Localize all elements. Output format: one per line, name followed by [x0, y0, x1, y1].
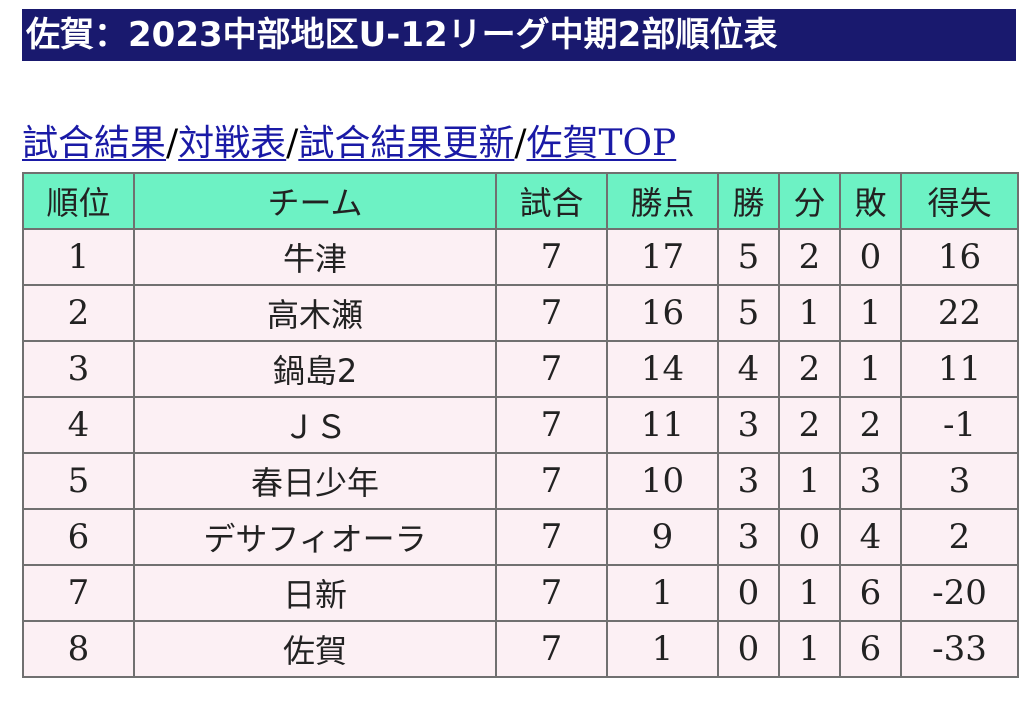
rank-cell: 4: [22, 396, 135, 454]
team-cell: ＪＳ: [133, 396, 497, 454]
table-row: 7 日新 7 1 0 1 6 -20: [22, 564, 1019, 622]
header-goal-diff: 得失: [900, 172, 1019, 230]
wins-cell: 3: [717, 452, 780, 510]
games-cell: 7: [495, 452, 608, 510]
games-cell: 7: [495, 228, 608, 286]
losses-cell: 1: [839, 284, 902, 342]
draws-cell: 1: [778, 284, 841, 342]
rank-cell: 8: [22, 620, 135, 678]
wins-cell: 5: [717, 284, 780, 342]
table-row: 1 牛津 7 17 5 2 0 16: [22, 228, 1019, 286]
rank-cell: 7: [22, 564, 135, 622]
table-row: 6 デサフィオーラ 7 9 3 0 4 2: [22, 508, 1019, 566]
games-cell: 7: [495, 564, 608, 622]
rank-cell: 1: [22, 228, 135, 286]
draws-cell: 2: [778, 228, 841, 286]
table-row: 2 高木瀬 7 16 5 1 1 22: [22, 284, 1019, 342]
nav-separator: /: [286, 123, 299, 164]
points-cell: 14: [606, 340, 719, 398]
losses-cell: 4: [839, 508, 902, 566]
points-cell: 1: [606, 564, 719, 622]
rank-cell: 6: [22, 508, 135, 566]
draws-cell: 0: [778, 508, 841, 566]
games-cell: 7: [495, 508, 608, 566]
losses-cell: 0: [839, 228, 902, 286]
games-cell: 7: [495, 284, 608, 342]
header-games: 試合: [495, 172, 608, 230]
table-row: 8 佐賀 7 1 0 1 6 -33: [22, 620, 1019, 678]
standings-body: 1 牛津 7 17 5 2 0 16 2 高木瀬 7 16 5 1 1 22 3 鍋島2 7 14 4 2 1 11 4 ＪＳ 7 1…: [22, 228, 1019, 678]
draws-cell: 1: [778, 452, 841, 510]
wins-cell: 4: [717, 340, 780, 398]
rank-cell: 3: [22, 340, 135, 398]
wins-cell: 0: [717, 564, 780, 622]
goal-diff-cell: -20: [900, 564, 1019, 622]
goal-diff-cell: -33: [900, 620, 1019, 678]
points-cell: 9: [606, 508, 719, 566]
page-title: 佐賀：2023中部地区U-12リーグ中期2部順位表: [22, 9, 1016, 61]
standings-table: 順位 チーム 試合 勝点 勝 分 敗 得失 1 牛津 7 17 5 2 0 16 2 高木瀬 7 16…: [22, 172, 1019, 678]
points-cell: 11: [606, 396, 719, 454]
rank-cell: 2: [22, 284, 135, 342]
losses-cell: 6: [839, 564, 902, 622]
team-cell: 牛津: [133, 228, 497, 286]
nav-links: 試合結果/対戦表/試合結果更新/佐賀TOP: [22, 120, 676, 168]
draws-cell: 1: [778, 620, 841, 678]
table-header-row: 順位 チーム 試合 勝点 勝 分 敗 得失: [22, 172, 1019, 230]
team-cell: 鍋島2: [133, 340, 497, 398]
wins-cell: 3: [717, 396, 780, 454]
goal-diff-cell: 3: [900, 452, 1019, 510]
team-cell: 春日少年: [133, 452, 497, 510]
goal-diff-cell: 11: [900, 340, 1019, 398]
goal-diff-cell: -1: [900, 396, 1019, 454]
points-cell: 16: [606, 284, 719, 342]
nav-separator: /: [514, 123, 527, 164]
goal-diff-cell: 2: [900, 508, 1019, 566]
header-draws: 分: [778, 172, 841, 230]
team-cell: 高木瀬: [133, 284, 497, 342]
points-cell: 10: [606, 452, 719, 510]
games-cell: 7: [495, 620, 608, 678]
table-row: 3 鍋島2 7 14 4 2 1 11: [22, 340, 1019, 398]
header-losses: 敗: [839, 172, 902, 230]
draws-cell: 2: [778, 340, 841, 398]
nav-link-update-results[interactable]: 試合結果更新: [298, 123, 515, 164]
losses-cell: 6: [839, 620, 902, 678]
header-team: チーム: [133, 172, 497, 230]
draws-cell: 2: [778, 396, 841, 454]
table-row: 5 春日少年 7 10 3 1 3 3: [22, 452, 1019, 510]
games-cell: 7: [495, 340, 608, 398]
wins-cell: 5: [717, 228, 780, 286]
points-cell: 17: [606, 228, 719, 286]
nav-separator: /: [166, 123, 179, 164]
header-wins: 勝: [717, 172, 780, 230]
team-cell: デサフィオーラ: [133, 508, 497, 566]
games-cell: 7: [495, 396, 608, 454]
header-points: 勝点: [606, 172, 719, 230]
rank-cell: 5: [22, 452, 135, 510]
losses-cell: 2: [839, 396, 902, 454]
team-cell: 佐賀: [133, 620, 497, 678]
header-rank: 順位: [22, 172, 135, 230]
losses-cell: 3: [839, 452, 902, 510]
nav-link-fixture-table[interactable]: 対戦表: [178, 123, 287, 164]
nav-link-match-results[interactable]: 試合結果: [22, 123, 167, 164]
losses-cell: 1: [839, 340, 902, 398]
draws-cell: 1: [778, 564, 841, 622]
goal-diff-cell: 16: [900, 228, 1019, 286]
points-cell: 1: [606, 620, 719, 678]
nav-link-saga-top[interactable]: 佐賀TOP: [526, 123, 677, 164]
wins-cell: 0: [717, 620, 780, 678]
team-cell: 日新: [133, 564, 497, 622]
goal-diff-cell: 22: [900, 284, 1019, 342]
wins-cell: 3: [717, 508, 780, 566]
table-row: 4 ＪＳ 7 11 3 2 2 -1: [22, 396, 1019, 454]
